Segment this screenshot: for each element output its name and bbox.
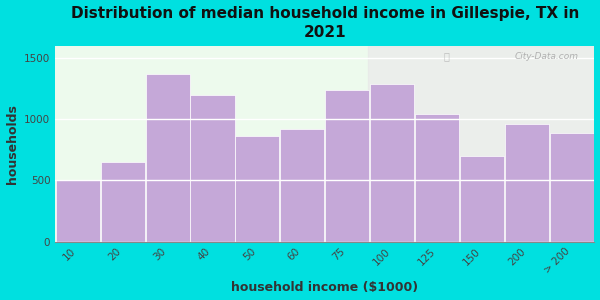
Text: ⦿: ⦿ xyxy=(443,52,449,61)
Bar xyxy=(190,95,235,242)
Bar xyxy=(368,46,595,242)
Title: Distribution of median household income in Gillespie, TX in
2021: Distribution of median household income … xyxy=(71,6,579,41)
Bar xyxy=(550,133,594,242)
Bar xyxy=(235,136,280,242)
X-axis label: household income ($1000): household income ($1000) xyxy=(231,281,418,294)
Bar xyxy=(325,90,370,242)
Bar xyxy=(415,114,459,242)
Bar xyxy=(370,84,414,242)
Bar xyxy=(56,180,100,242)
Bar xyxy=(505,124,549,242)
Bar xyxy=(280,129,325,242)
Bar xyxy=(55,46,368,242)
Text: City-Data.com: City-Data.com xyxy=(514,52,578,61)
Bar xyxy=(146,74,190,242)
Bar xyxy=(460,156,504,242)
Y-axis label: households: households xyxy=(5,104,19,184)
Bar xyxy=(101,162,145,242)
